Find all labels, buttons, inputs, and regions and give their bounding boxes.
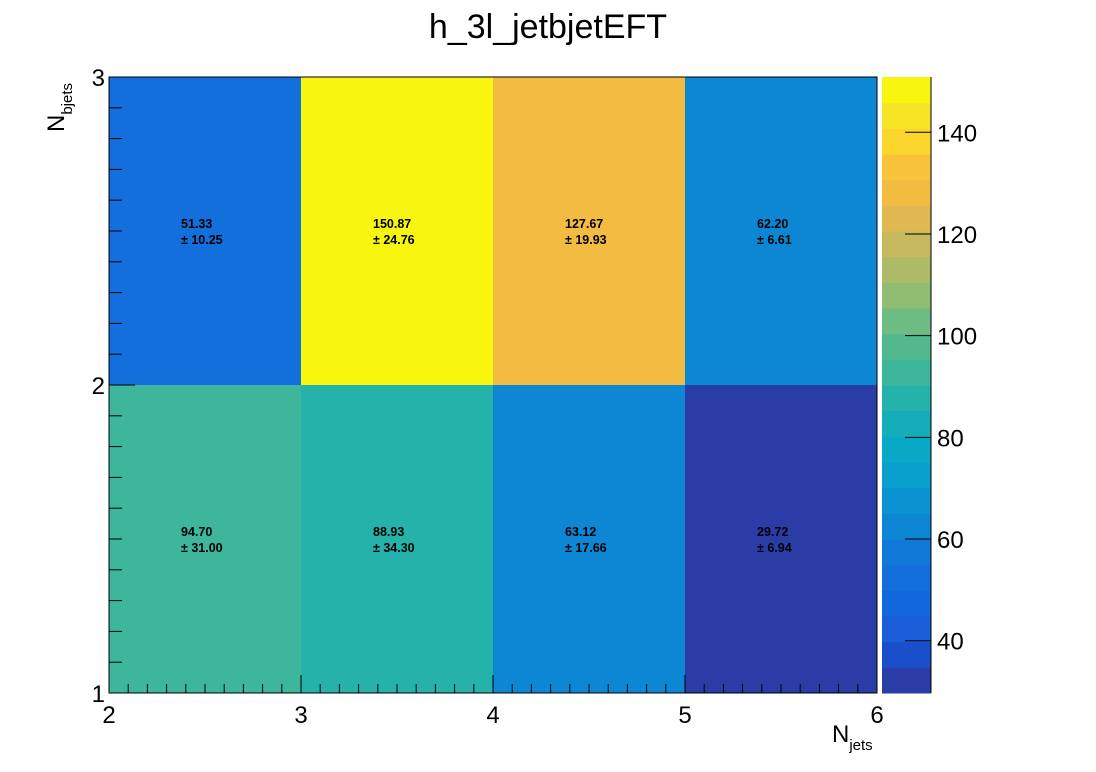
cell-error-label: ± 17.66 [565, 541, 607, 555]
chart-title: h_3l_jetbjetEFT [429, 8, 667, 46]
cell-error-label: ± 10.25 [181, 233, 223, 247]
cell-value-label: 150.87 [373, 217, 411, 231]
y-tick-label: 3 [92, 65, 105, 92]
colorbar-swatch [882, 102, 931, 129]
heatmap-cell [301, 77, 493, 385]
colorbar-swatch [882, 590, 931, 617]
heatmap-cell [685, 385, 877, 693]
x-tick-label: 2 [102, 702, 115, 729]
heatmap-cell [493, 77, 685, 385]
colorbar-swatch [882, 667, 931, 694]
y-axis-label-main: N [43, 115, 70, 132]
cell-value-label: 88.93 [373, 525, 404, 539]
heatmap-cell [109, 385, 301, 693]
heatmap-cell [109, 77, 301, 385]
cell-error-label: ± 6.94 [757, 541, 792, 555]
y-axis: 1 2 3 [92, 65, 135, 708]
colorbar-swatch [882, 359, 931, 386]
x-axis-label-sub: jets [848, 737, 872, 754]
colorbar-tick-label: 100 [937, 324, 977, 351]
colorbar-tick-label: 60 [937, 527, 964, 554]
x-tick-label: 6 [870, 702, 883, 729]
colorbar-swatch [882, 616, 931, 643]
colorbar-swatch [882, 333, 931, 360]
colorbar-swatch [882, 513, 931, 540]
heatmap-cell [685, 77, 877, 385]
cell-value-label: 127.67 [565, 217, 603, 231]
colorbar-tick-label: 80 [937, 425, 964, 452]
y-axis-label-sub: bjets [59, 83, 76, 115]
cell-value-label: 29.72 [757, 525, 788, 539]
heatmap-cell [493, 385, 685, 693]
x-tick-label: 4 [486, 702, 499, 729]
colorbar-tick-label: 40 [937, 629, 964, 656]
colorbar-swatch [882, 564, 931, 591]
x-tick-label: 5 [678, 702, 691, 729]
cell-value-label: 62.20 [757, 217, 788, 231]
cell-value-label: 63.12 [565, 525, 596, 539]
colorbar-swatch [882, 436, 931, 463]
colorbar-swatch [882, 410, 931, 437]
color-scale-bar [882, 77, 931, 694]
colorbar-swatch [882, 385, 931, 412]
colorbar-swatch [882, 77, 931, 104]
colorbar-swatch [882, 205, 931, 232]
y-axis-label: Nbjets [43, 83, 76, 132]
colorbar-swatch [882, 308, 931, 335]
colorbar-swatch [882, 462, 931, 489]
heatmap-cells [109, 77, 877, 693]
colorbar-swatch [882, 231, 931, 258]
colorbar-swatch [882, 179, 931, 206]
cell-error-label: ± 34.30 [373, 541, 415, 555]
cell-error-label: ± 6.61 [757, 233, 792, 247]
x-axis: 2 3 4 5 6 [102, 675, 884, 729]
cell-error-label: ± 24.76 [373, 233, 415, 247]
heatmap-cell-labels: 94.70 ± 31.00 88.93 ± 34.30 63.12 ± 17.66 29.7… [181, 217, 792, 555]
colorbar-swatch [882, 487, 931, 514]
colorbar-swatch [882, 282, 931, 309]
colorbar-swatch [882, 641, 931, 668]
y-tick-label: 2 [92, 373, 105, 400]
colorbar-swatch [882, 539, 931, 566]
color-scale-ticks: 40 60 80 100 120 140 [905, 77, 977, 693]
colorbar-tick-label: 140 [937, 120, 977, 147]
cell-value-label: 94.70 [181, 525, 212, 539]
colorbar-swatch [882, 154, 931, 181]
y-tick-label: 1 [92, 681, 105, 708]
heatmap-cell [301, 385, 493, 693]
colorbar-tick-label: 120 [937, 222, 977, 249]
cell-error-label: ± 31.00 [181, 541, 223, 555]
x-axis-label: Njets [832, 721, 873, 754]
cell-value-label: 51.33 [181, 217, 212, 231]
colorbar-swatch [882, 256, 931, 283]
x-tick-label: 3 [294, 702, 307, 729]
cell-error-label: ± 19.93 [565, 233, 607, 247]
x-axis-label-main: N [832, 721, 849, 748]
